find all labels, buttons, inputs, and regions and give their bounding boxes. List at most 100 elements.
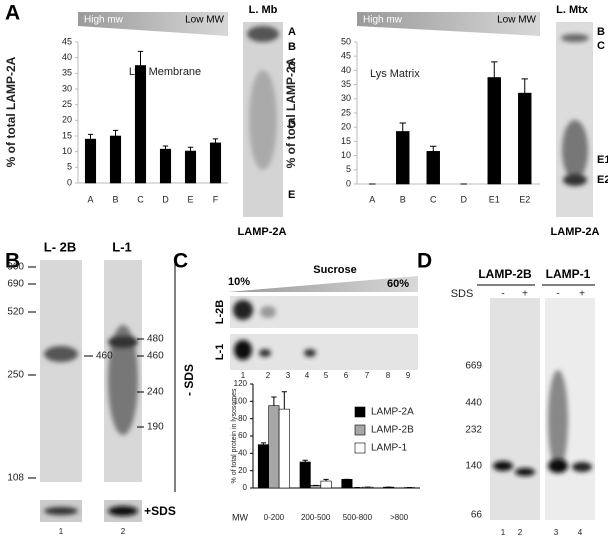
blot (40, 260, 82, 482)
legend-label: LAMP-2B (371, 425, 414, 436)
gradient (228, 276, 418, 292)
label: 440 (465, 398, 482, 409)
y-tick-label: 30 (62, 83, 72, 93)
label: 8 (386, 371, 391, 380)
band (548, 370, 568, 470)
y-tick-label: 50 (341, 36, 351, 46)
bar (320, 480, 332, 489)
bar (209, 142, 222, 184)
x-tick-label: D (162, 194, 169, 204)
header-left: High mw (84, 15, 124, 26)
label: + (579, 289, 585, 300)
label: - (501, 289, 504, 300)
bar (341, 479, 353, 489)
bar (268, 405, 280, 489)
label: Sucrose (313, 264, 356, 276)
legend-swatch (354, 424, 366, 436)
label: 2 (266, 371, 271, 380)
y-axis-label: % of total LAMP-2A (284, 57, 298, 168)
band (563, 174, 587, 186)
legend-swatch (354, 406, 366, 418)
bar (134, 65, 147, 184)
label: D (288, 119, 296, 131)
y-tick-label: 0 (67, 177, 72, 187)
label: 460 (147, 351, 164, 362)
label: 190 (147, 422, 164, 433)
blot (490, 298, 540, 520)
label: 900 (7, 262, 24, 273)
label: 240 (147, 387, 164, 398)
y-tick-label: 45 (341, 51, 351, 61)
bar (159, 148, 172, 184)
y-tick-label: 20 (62, 115, 72, 125)
label: 10% (228, 276, 250, 288)
error-bar (187, 146, 194, 152)
label: 66 (471, 510, 483, 521)
label: LAMP-2B (478, 267, 532, 281)
label: 690 (7, 279, 24, 290)
label: - SDS (182, 364, 196, 396)
label: 1 (501, 528, 506, 537)
header-right: Low MW (185, 15, 224, 26)
error-bar (521, 78, 528, 94)
y-tick-label: 80 (238, 414, 247, 423)
error-bar (430, 145, 437, 152)
y-tick-label: 20 (238, 466, 247, 475)
x-tick-label: D (461, 194, 468, 204)
label: 108 (7, 473, 24, 484)
x-tick-label: 500-800 (343, 513, 373, 522)
x-tick-label: E2 (519, 194, 530, 204)
label: A (288, 26, 296, 38)
y-tick-label: 20 (341, 122, 351, 132)
y-tick-label: 45 (62, 36, 72, 46)
y-tick-label: 40 (341, 65, 351, 75)
y-tick-label: 100 (234, 396, 248, 405)
x-tick-label: F (213, 194, 219, 204)
y-tick-label: 0 (346, 178, 351, 188)
x-tick-label: E (187, 194, 193, 204)
error-bar (162, 145, 169, 150)
label: A (5, 2, 20, 25)
band (493, 461, 513, 471)
error-bar (271, 396, 277, 406)
band (561, 34, 589, 42)
band (108, 336, 138, 348)
label: 4 (578, 528, 583, 537)
label: 2 (518, 528, 523, 537)
error-bar (112, 129, 119, 136)
y-tick-label: 35 (341, 79, 351, 89)
label: +SDS (144, 504, 176, 518)
y-tick-label: 120 (234, 379, 248, 388)
label: 2 (121, 527, 126, 536)
bar (84, 138, 97, 184)
blot (556, 22, 593, 217)
band (249, 70, 277, 170)
label: 5 (324, 371, 329, 380)
label: 1 (59, 527, 64, 536)
label: 3 (554, 528, 559, 537)
label: C (288, 60, 296, 72)
label: L. Mtx (556, 4, 589, 16)
label: B (597, 26, 605, 38)
chart-title: Lys Matrix (370, 68, 420, 80)
label: E (288, 189, 295, 201)
label: LAMP-2A (238, 226, 287, 238)
label: 3 (286, 371, 291, 380)
x-tick-label: B (400, 194, 406, 204)
label: 232 (465, 425, 482, 436)
x-tick-label: B (112, 194, 118, 204)
band (44, 346, 78, 362)
y-tick-label: 25 (62, 99, 72, 109)
label: L- 2B (44, 239, 77, 254)
y-tick-label: 0 (243, 483, 248, 492)
y-tick-label: 35 (62, 68, 72, 78)
x-tick-label: >800 (390, 513, 409, 522)
label: L-1 (112, 239, 132, 254)
y-tick-label: 15 (341, 136, 351, 146)
error-bar (260, 442, 267, 445)
y-tick-label: 40 (62, 52, 72, 62)
bar (109, 135, 122, 184)
label: 4 (305, 371, 310, 380)
band (108, 506, 138, 516)
